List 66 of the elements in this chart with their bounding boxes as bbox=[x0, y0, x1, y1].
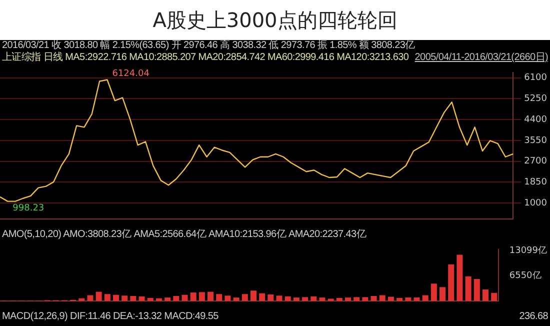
bar bbox=[268, 294, 274, 301]
bar bbox=[440, 287, 446, 301]
bar bbox=[259, 293, 266, 301]
bar bbox=[130, 296, 136, 301]
bar bbox=[396, 298, 403, 301]
bar bbox=[354, 297, 360, 301]
bar bbox=[138, 296, 145, 301]
bar bbox=[78, 298, 85, 301]
bar bbox=[198, 292, 205, 301]
text: AMO(5,10,20) AMO:3808.23亿 AMA5:2566.64亿 AMA10:2153.96亿 AMA20:2237.43亿 bbox=[2, 229, 366, 241]
bar bbox=[491, 292, 498, 301]
bar bbox=[190, 292, 196, 301]
bar bbox=[370, 296, 377, 301]
text: 2016/03/21 收 3018.80 幅 2.15%(63.65) 开 2976.46 高 3038.32 低 2973.76 振 1.85% 额 3808.23亿 bbox=[2, 40, 415, 52]
annotation: 6124.04 bbox=[112, 69, 150, 80]
chart-title: A股史上3000点的四轮轮回 bbox=[152, 7, 398, 34]
y-tick-label: 5250 bbox=[524, 94, 548, 104]
bar bbox=[112, 294, 120, 301]
bar bbox=[456, 254, 463, 301]
bar bbox=[284, 296, 291, 301]
bar bbox=[182, 294, 188, 301]
bar bbox=[465, 276, 472, 301]
y-tick-label: 3550 bbox=[524, 136, 548, 146]
bar bbox=[173, 296, 180, 301]
bar bbox=[430, 284, 437, 301]
bar bbox=[250, 290, 256, 301]
bar bbox=[104, 294, 110, 301]
bar bbox=[96, 292, 102, 301]
bar bbox=[336, 298, 342, 301]
bar bbox=[379, 295, 386, 301]
annotation: 998.23 bbox=[12, 204, 44, 214]
bar bbox=[224, 296, 231, 301]
text: 236.68 bbox=[519, 311, 548, 323]
bar bbox=[302, 297, 308, 301]
y-tick-label: 2700 bbox=[524, 156, 548, 167]
y-tick-label: 13099亿 bbox=[509, 244, 548, 256]
bar bbox=[156, 298, 162, 301]
bar bbox=[242, 294, 248, 301]
y-tick-label: 4400 bbox=[524, 114, 548, 125]
text: MACD(12,26,9) DIF:11.46 DEA:-13.32 MACD:49.55 bbox=[2, 311, 218, 323]
bar bbox=[422, 295, 428, 301]
bar bbox=[233, 298, 240, 301]
bar bbox=[482, 289, 488, 301]
text: 上证综指 日线 MA5:2922.716 MA10:2885.207 MA20:2854.742 MA60:2999.416 MA120:3213.630 bbox=[2, 52, 409, 64]
bar bbox=[122, 296, 128, 301]
bar bbox=[414, 298, 420, 301]
bar bbox=[319, 298, 326, 301]
y-tick-label: 6100 bbox=[524, 73, 548, 84]
text: 2005/04/11-2016/03/21(2660日) bbox=[414, 52, 548, 64]
bar bbox=[310, 296, 317, 301]
bar bbox=[388, 296, 394, 301]
bar bbox=[87, 295, 94, 301]
bar bbox=[344, 298, 352, 301]
bar bbox=[216, 294, 222, 301]
bar bbox=[276, 296, 282, 301]
bar bbox=[164, 298, 171, 301]
bar bbox=[208, 292, 214, 301]
y-tick-label: 1850 bbox=[524, 178, 548, 188]
y-tick-label: 1000 bbox=[524, 198, 548, 208]
bar bbox=[293, 298, 300, 301]
bar bbox=[147, 298, 154, 301]
y-tick-label: 6550亿 bbox=[509, 270, 542, 282]
bar bbox=[474, 279, 480, 301]
bar bbox=[448, 264, 454, 301]
bar bbox=[405, 298, 412, 301]
bar bbox=[362, 297, 368, 301]
